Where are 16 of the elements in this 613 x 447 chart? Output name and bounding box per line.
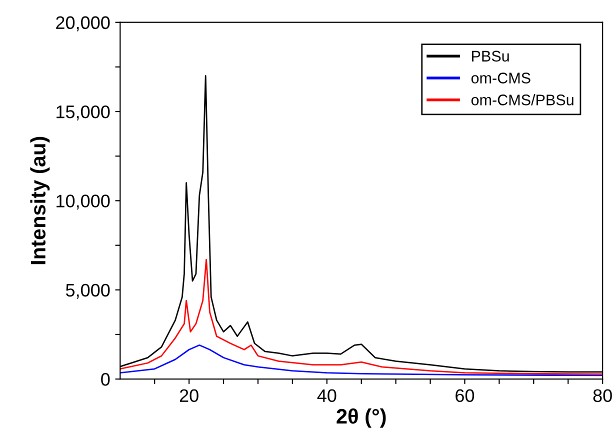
legend-label: om-CMS/PBSu bbox=[471, 94, 574, 106]
legend-label: om-CMS bbox=[471, 72, 530, 84]
y-tick-label: 10,000 bbox=[56, 194, 110, 210]
line-series bbox=[120, 258, 603, 375]
x-tick-label: 40 bbox=[317, 389, 336, 402]
y-tick-label: 0 bbox=[101, 372, 110, 386]
line-series bbox=[120, 344, 603, 376]
x-tick-label: 60 bbox=[456, 389, 474, 402]
legend-label: PBSu bbox=[472, 50, 509, 62]
y-tick-label: 15,000 bbox=[56, 105, 110, 120]
y-axis-title: Intensity (au) bbox=[30, 136, 50, 264]
x-tick-label: 20 bbox=[180, 389, 198, 402]
x-tick-label: 80 bbox=[593, 389, 612, 402]
y-tick-label: 20,000 bbox=[56, 16, 110, 32]
y-tick-label: 5,000 bbox=[66, 284, 110, 299]
x-axis-title: 2θ (°) bbox=[336, 408, 386, 428]
